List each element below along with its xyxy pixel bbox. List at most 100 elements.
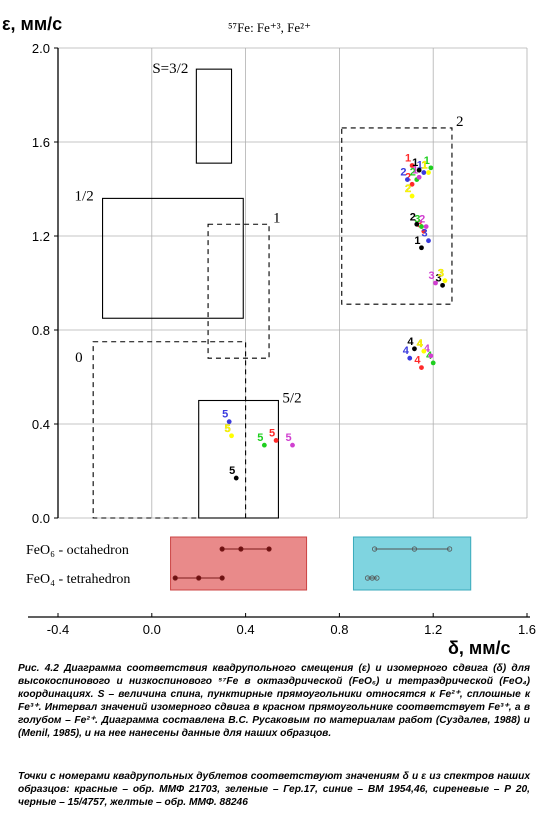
- point-label: 5: [224, 423, 230, 435]
- data-point: [421, 348, 427, 354]
- data-point: [419, 245, 424, 251]
- legend-label: FeO₆ - octahedron: [26, 543, 129, 558]
- point-label: 2: [410, 167, 416, 179]
- point-label: 2: [405, 171, 411, 183]
- range-point: [219, 575, 225, 581]
- data-point: [433, 280, 438, 286]
- data-point: [426, 170, 431, 175]
- point-label: 3: [417, 218, 423, 230]
- x-tick-label: 0.4: [237, 622, 255, 637]
- point-label: 2: [405, 183, 411, 195]
- data-point: [409, 193, 415, 199]
- y-axis-label: ε, мм/с: [2, 14, 62, 34]
- spin-regions: S=3/2 1/2 5/2 1 0 2: [75, 61, 464, 519]
- data-point: [430, 360, 436, 366]
- region-label: 1/2: [75, 188, 94, 204]
- point-label: 5: [229, 465, 235, 477]
- y-tick-label: 2.0: [32, 41, 50, 56]
- point-label: 2: [400, 167, 406, 179]
- chart-title: ⁵⁷Fe: Fe⁺³, Fe²⁺: [228, 20, 311, 35]
- range-point: [196, 575, 202, 581]
- y-tick-label: 0.4: [32, 417, 50, 432]
- point-label: 5: [285, 432, 291, 444]
- point-label: 1: [421, 160, 427, 172]
- point-label: 4: [414, 355, 421, 367]
- point-label: 5: [269, 427, 275, 439]
- point-label: 3: [414, 214, 420, 226]
- point-label: 3: [436, 272, 442, 284]
- point-label: 1: [412, 164, 418, 176]
- y-tick-label: 1.6: [32, 135, 50, 150]
- data-point: [428, 165, 434, 171]
- region-box: [92, 341, 247, 519]
- region-label: 1: [273, 210, 281, 226]
- x-tick-label: -0.4: [47, 622, 69, 637]
- region-box: [207, 223, 270, 359]
- data-point: [428, 353, 434, 359]
- point-label: 5: [222, 409, 228, 421]
- point-label: 3: [428, 270, 434, 282]
- point-label: 3: [438, 268, 444, 280]
- data-point: [421, 228, 427, 234]
- data-point: [226, 419, 232, 425]
- data-point: [421, 170, 427, 175]
- range-point: [374, 575, 380, 581]
- x-axis-label: δ, мм/с: [448, 638, 511, 658]
- figure-caption-samples: Точки с номерами квадрупольных дублетов …: [18, 771, 530, 808]
- data-point: [290, 442, 295, 448]
- data-point: [440, 282, 445, 288]
- fe3-range-box: [170, 536, 308, 591]
- data-point: [233, 475, 239, 481]
- data-point: [273, 438, 279, 443]
- mossbauer-chart: S=3/2 1/2 5/2 1 0 2 FeO₆ - octahedron FeO₄ - t…: [2, 14, 536, 658]
- range-point: [219, 546, 225, 552]
- point-label: 2: [419, 214, 425, 226]
- region-box: [195, 68, 233, 164]
- data-point: [412, 346, 417, 352]
- x-tick-label: 0.0: [143, 622, 161, 637]
- point-label: 4: [417, 338, 424, 350]
- point-label: 2: [410, 211, 416, 223]
- point-label: 4: [407, 336, 414, 348]
- point-label: 1: [412, 157, 418, 169]
- y-tick-label: 0.0: [32, 511, 50, 526]
- range-point: [266, 546, 272, 552]
- data-point: [423, 224, 429, 230]
- region-label: 0: [75, 350, 83, 366]
- region-label: 2: [456, 114, 464, 130]
- legend-label: FeO₄ - tetrahedron: [26, 572, 130, 587]
- data-point: [261, 442, 267, 448]
- range-point: [238, 546, 244, 552]
- range-point: [172, 575, 178, 581]
- data-point: [409, 181, 415, 187]
- point-label: 1: [424, 155, 430, 167]
- data-point: [409, 163, 415, 168]
- region-label: S=3/2: [152, 61, 188, 77]
- point-label: 4: [403, 345, 410, 357]
- fe2-range-box: [352, 536, 472, 591]
- data-points: 1234512345123451234511234512345: [222, 153, 448, 481]
- y-tick-label: 0.8: [32, 323, 50, 338]
- data-point: [416, 174, 422, 180]
- x-tick-label: 0.8: [330, 622, 348, 637]
- figure-caption: Рис. 4.2 Диаграмма соответствия квадрупо…: [18, 663, 530, 739]
- data-point: [419, 365, 424, 370]
- legend: FeO₆ - octahedron FeO₄ - tetrahedron: [26, 536, 472, 591]
- range-point: [447, 546, 453, 552]
- point-label: 4: [424, 343, 431, 355]
- data-point: [229, 433, 234, 439]
- data-point: [416, 167, 422, 173]
- data-point: [419, 224, 424, 230]
- region-box: [198, 399, 279, 519]
- data-point: [405, 177, 410, 183]
- range-point: [411, 546, 418, 552]
- data-point: [426, 238, 431, 244]
- region-label: 5/2: [282, 391, 301, 407]
- data-point: [414, 221, 420, 227]
- x-tick-label: 1.2: [424, 622, 442, 637]
- range-point: [371, 546, 378, 552]
- region-box: [341, 127, 453, 305]
- y-tick-label: 1.2: [32, 229, 50, 244]
- point-label: 5: [257, 432, 263, 444]
- point-label: 3: [421, 228, 427, 240]
